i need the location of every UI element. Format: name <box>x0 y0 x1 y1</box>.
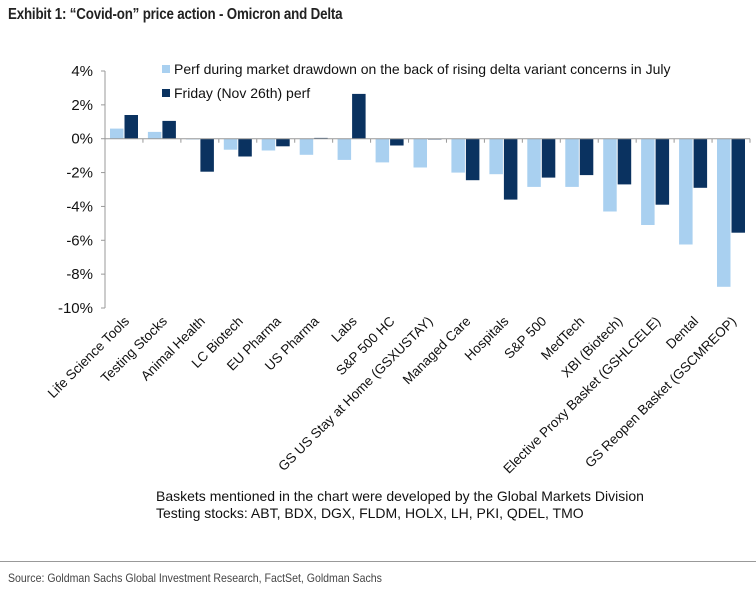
legend: Perf during market drawdown on the back … <box>162 61 670 101</box>
bar-july-drawdown <box>413 138 427 168</box>
bar-nov-26 <box>352 93 366 139</box>
bar-july-drawdown <box>451 138 465 173</box>
bar-july-drawdown <box>261 138 276 151</box>
bar-nov-26 <box>731 138 745 233</box>
bar-july-drawdown <box>527 138 541 187</box>
y-tick-label: -4% <box>66 198 93 215</box>
y-tick-label: -2% <box>66 165 93 182</box>
bar-nov-26 <box>162 120 176 139</box>
chart-notes: Baskets mentioned in the chart were deve… <box>156 488 644 522</box>
bar-nov-26 <box>390 138 404 146</box>
bar-nov-26 <box>541 138 556 178</box>
y-tick-label: 4% <box>71 63 93 80</box>
bar-nov-26 <box>200 138 214 172</box>
legend-swatch <box>162 89 170 97</box>
bars <box>105 93 751 287</box>
bar-nov-26 <box>238 138 252 157</box>
bar-nov-26 <box>503 138 518 200</box>
bar-nov-26 <box>655 138 670 205</box>
bar-nov-26 <box>579 138 594 176</box>
legend-label: Friday (Nov 26th) perf <box>174 85 310 101</box>
bar-july-drawdown <box>679 138 693 245</box>
bar-july-drawdown <box>299 138 314 155</box>
bar-nov-26 <box>465 138 480 181</box>
bar-nov-26 <box>693 138 708 188</box>
divider <box>0 561 756 562</box>
bar-july-drawdown <box>489 138 503 175</box>
y-axis: 4% 2% 0% -2% -4% -6% -8% -10% <box>58 63 106 317</box>
bar-nov-26 <box>276 138 290 147</box>
bar-july-drawdown <box>223 138 238 150</box>
chart-title: Exhibit 1: “Covid-on” price action - Omi… <box>8 6 343 23</box>
y-tick-label: -10% <box>58 300 93 317</box>
note-testing-stocks: Testing stocks: ABT, BDX, DGX, FLDM, HOL… <box>156 505 584 521</box>
note-baskets: Baskets mentioned in the chart were deve… <box>156 488 644 504</box>
bar-july-drawdown <box>603 138 617 212</box>
bar-july-drawdown <box>565 138 579 187</box>
bar-nov-26 <box>617 138 632 185</box>
y-tick-label: 0% <box>71 131 93 148</box>
bar-chart: 4% 2% 0% -2% -4% -6% -8% -10% Life Science Tool… <box>45 61 751 476</box>
bar-july-drawdown <box>110 128 124 139</box>
legend-label: Perf during market drawdown on the back … <box>174 61 670 77</box>
y-tick-label: -8% <box>66 266 93 283</box>
bar-july-drawdown <box>717 138 731 287</box>
x-category-label: Managed Care <box>400 314 474 388</box>
source-note: Source: Goldman Sachs Global Investment … <box>8 571 382 585</box>
x-category-label: Labs <box>328 313 359 344</box>
bar-july-drawdown <box>375 138 390 163</box>
bar-july-drawdown <box>147 131 162 139</box>
bar-nov-26 <box>124 115 138 139</box>
y-tick-label: 2% <box>71 97 93 114</box>
legend-swatch <box>162 65 170 73</box>
bar-july-drawdown <box>641 138 655 225</box>
x-category-label: Testing Stocks <box>98 313 170 385</box>
y-tick-label: -6% <box>66 232 93 249</box>
bar-july-drawdown <box>337 138 352 160</box>
